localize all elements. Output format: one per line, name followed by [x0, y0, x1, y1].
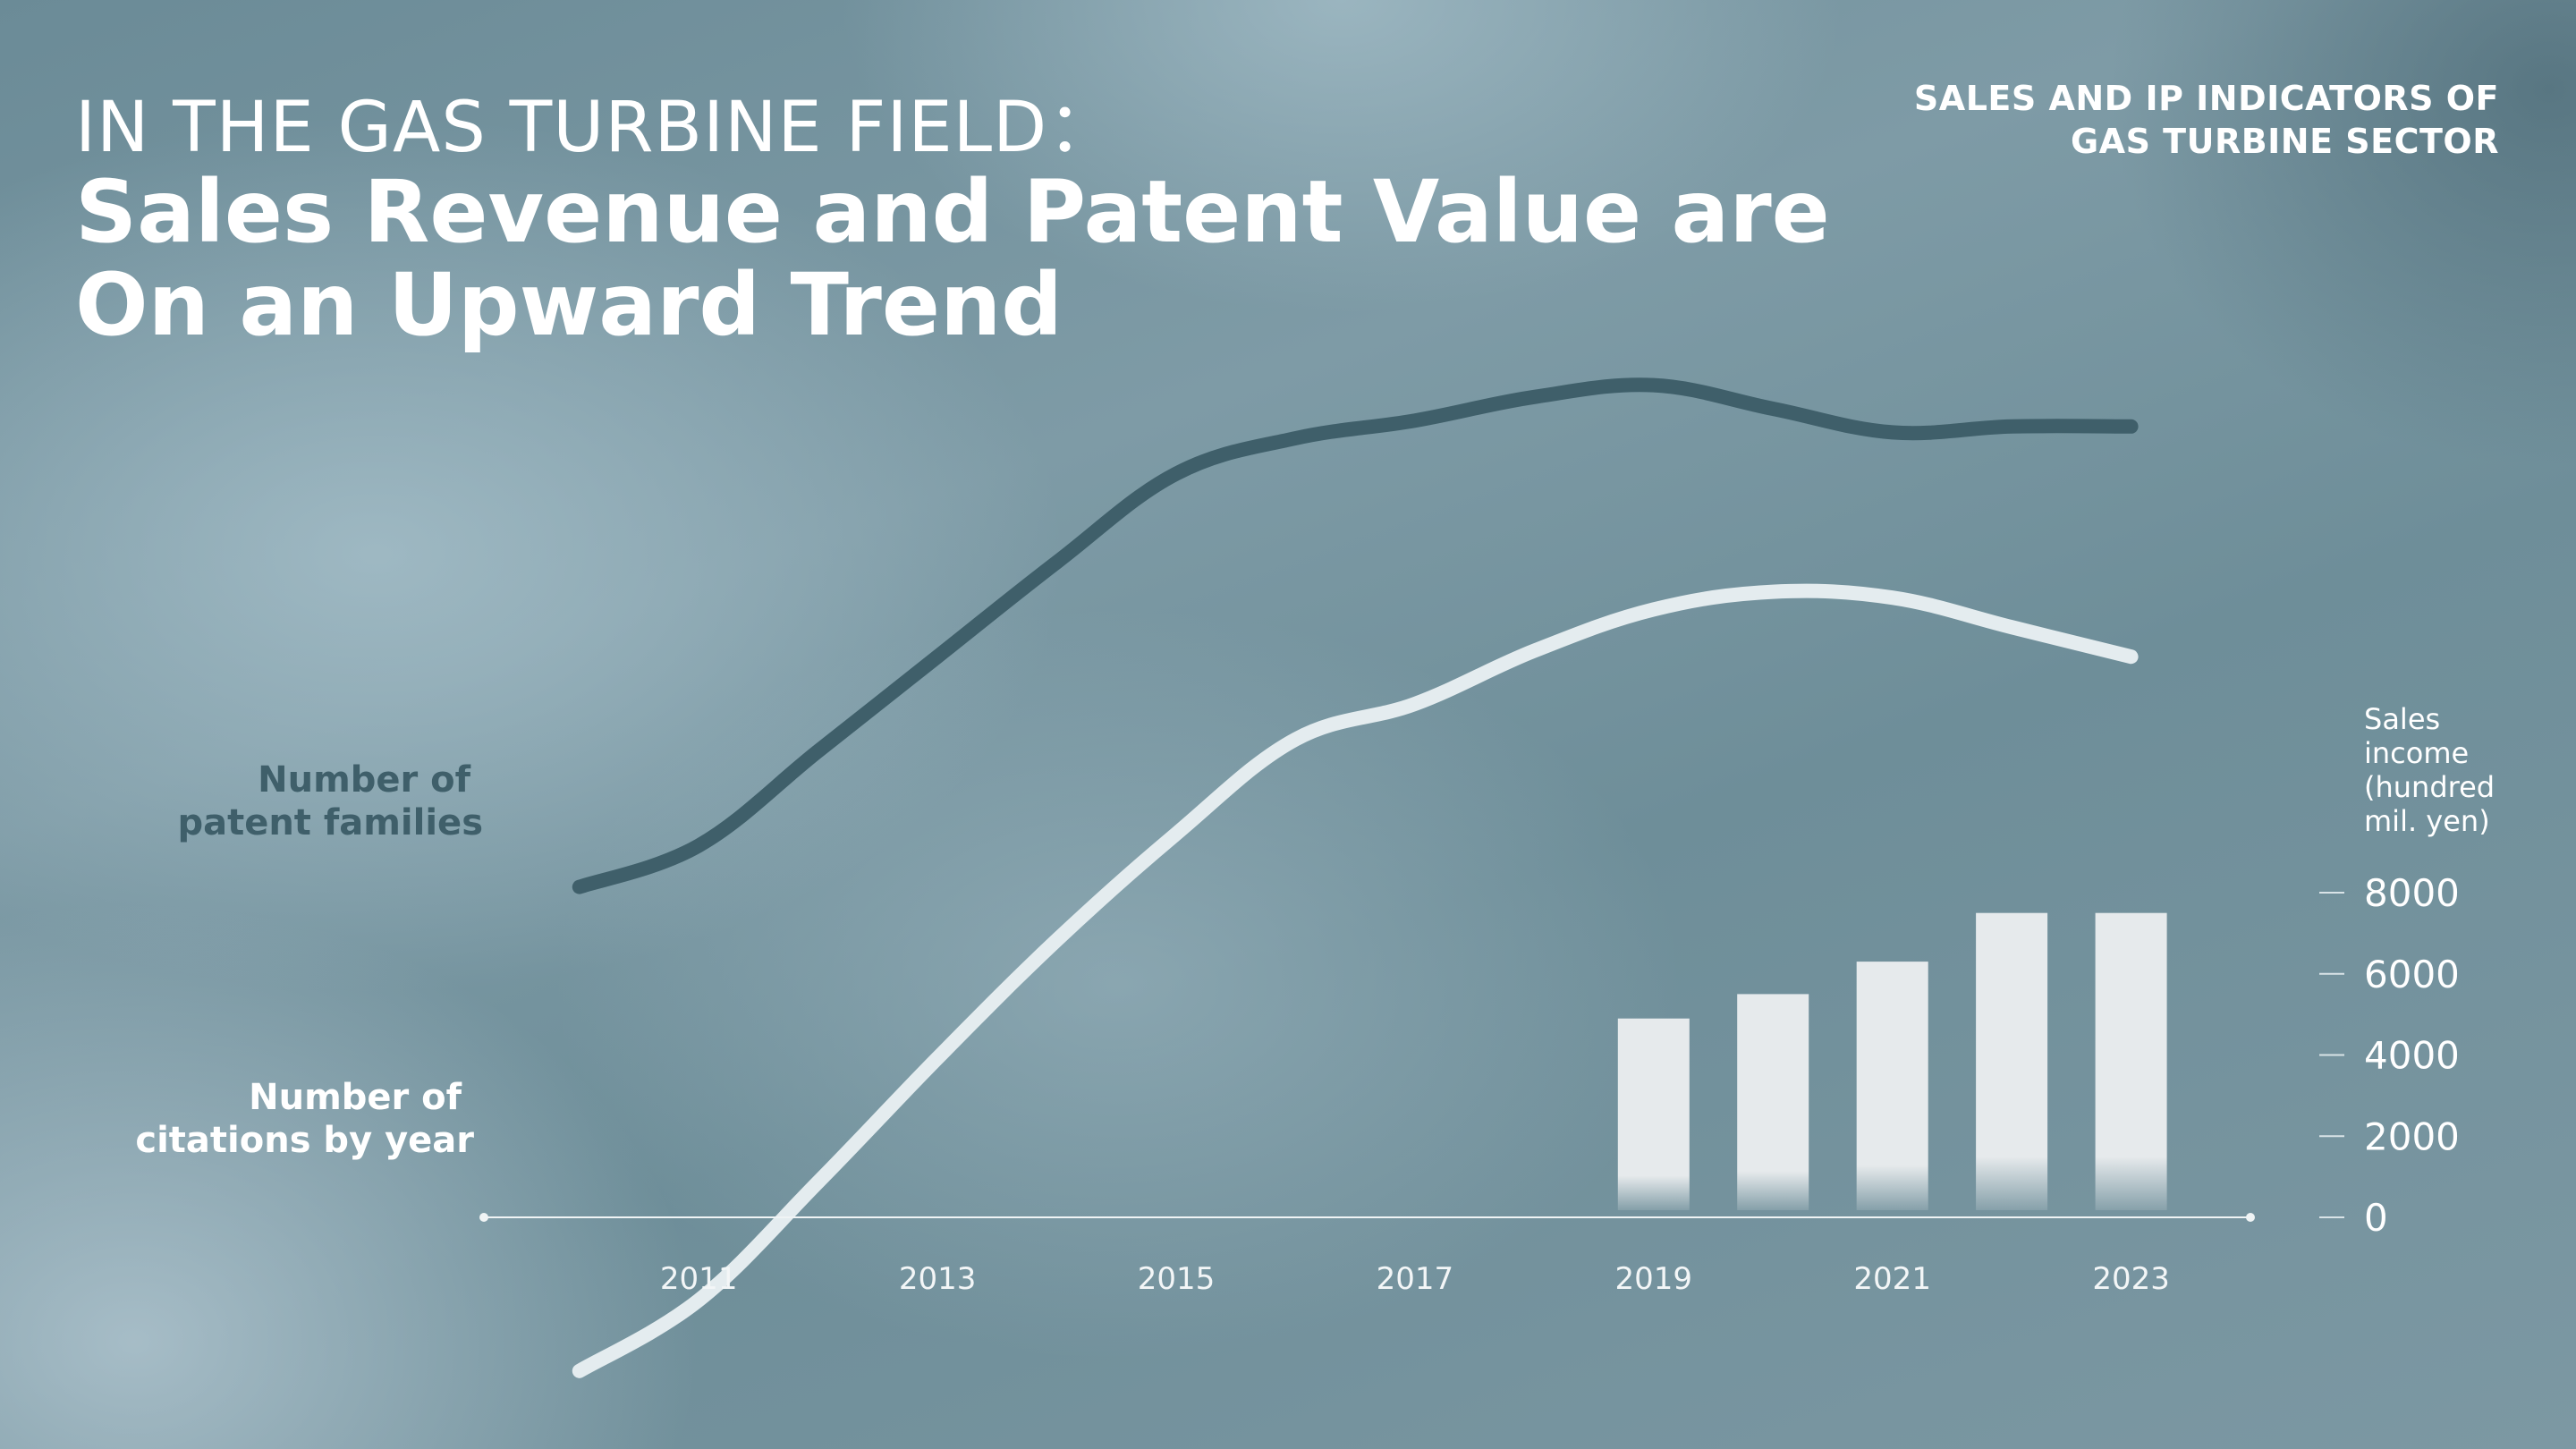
x-tick-label-2021: 2021: [1853, 1261, 1931, 1297]
chart-eyebrow: IN THE GAS TURBINE FIELD：: [75, 88, 1119, 168]
patent-families-label-line-2: patent families: [177, 802, 483, 843]
corner-title-line-1: SALES AND IP INDICATORS OF: [1913, 79, 2499, 118]
right-axis-title-line-3: (hundred: [2364, 770, 2495, 804]
citations-label: Number of citations by year: [135, 1077, 474, 1161]
right-axis-title-line-2: income: [2364, 736, 2469, 770]
patent-families-line: [572, 377, 2139, 894]
trend-lines: [572, 377, 2139, 1378]
sales-bar-2023: [2095, 912, 2167, 1210]
y-tick-label-2000: 2000: [2364, 1114, 2460, 1158]
x-tick-label-2015: 2015: [1138, 1261, 1216, 1297]
y-tick-label-8000: 8000: [2364, 871, 2460, 915]
sales-bars: [1617, 912, 2167, 1210]
sales-bar-2022: [1976, 912, 2048, 1210]
y-tick-label-4000: 4000: [2364, 1034, 2460, 1078]
x-tick-label-2011: 2011: [660, 1261, 738, 1297]
corner-title-line-2: GAS TURBINE SECTOR: [2070, 122, 2499, 161]
chart-headline: Sales Revenue and Patent Value are On an…: [75, 165, 1830, 352]
headline-line-2: On an Upward Trend: [75, 255, 1063, 355]
y-tick-label-0: 0: [2364, 1196, 2388, 1240]
right-axis-title: Sales income (hundred mil. yen): [2364, 702, 2504, 838]
headline-line-1: Sales Revenue and Patent Value are: [75, 162, 1830, 262]
y-tick-label-6000: 6000: [2364, 953, 2460, 996]
right-axis-title-line-4: mil. yen): [2364, 804, 2490, 838]
sales-bar-2020: [1737, 994, 1809, 1210]
x-axis-ticks: 2011 2013 2015 2017 2019 2021 2023: [660, 1261, 2170, 1297]
sales-bar-2019: [1617, 1018, 1690, 1210]
x-axis-end-dot: [2246, 1213, 2255, 1222]
x-tick-label-2019: 2019: [1615, 1261, 1693, 1297]
x-tick-label-2023: 2023: [2092, 1261, 2170, 1297]
patent-families-label-line-1: Number of: [258, 759, 471, 801]
x-axis-start-dot: [479, 1213, 488, 1222]
x-tick-label-2013: 2013: [899, 1261, 977, 1297]
right-y-axis: 0 2000 4000 6000 8000: [2319, 871, 2460, 1240]
citations-label-line-2: citations by year: [135, 1120, 474, 1161]
sales-bar-2021: [1856, 962, 1928, 1210]
patent-families-label: Number of patent families: [177, 759, 483, 843]
citations-label-line-1: Number of: [249, 1077, 462, 1118]
corner-title: SALES AND IP INDICATORS OF GAS TURBINE S…: [1873, 77, 2499, 163]
x-tick-label-2017: 2017: [1377, 1261, 1454, 1297]
right-axis-title-line-1: Sales: [2364, 702, 2440, 736]
citations-line: [572, 583, 2139, 1378]
